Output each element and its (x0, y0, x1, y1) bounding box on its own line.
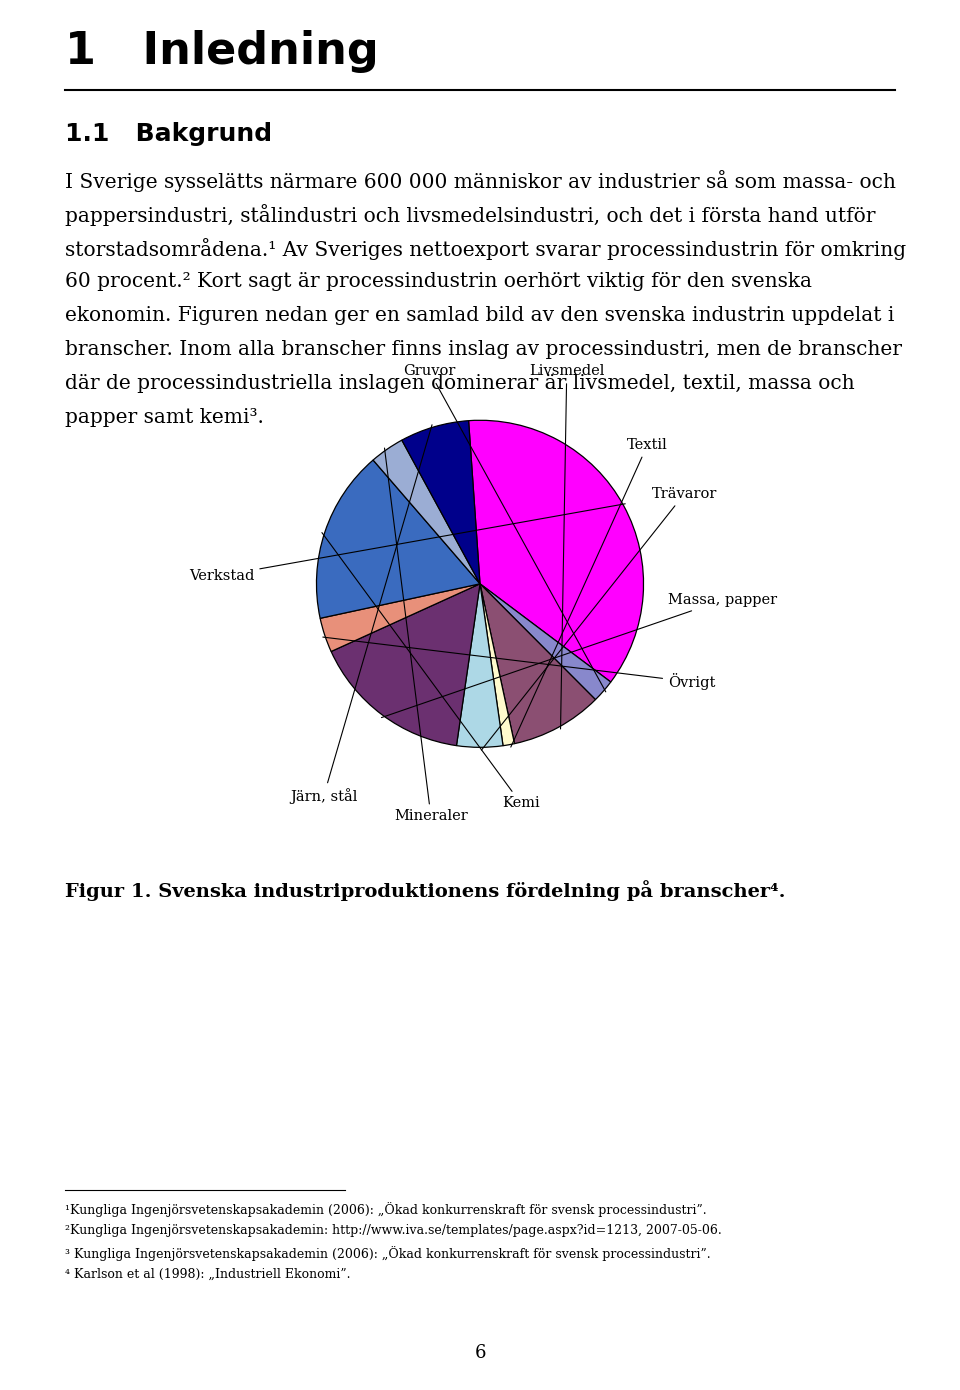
Wedge shape (480, 584, 611, 699)
Wedge shape (317, 460, 480, 619)
Text: ²Kungliga Ingenjörsvetenskapsakademin: http://www.iva.se/templates/page.aspx?id=: ²Kungliga Ingenjörsvetenskapsakademin: h… (65, 1225, 722, 1237)
Text: 1   Inledning: 1 Inledning (65, 31, 379, 74)
Text: Figur 1. Svenska industriproduktionens fördelning på branscher⁴.: Figur 1. Svenska industriproduktionens f… (65, 880, 785, 901)
Text: Övrigt: Övrigt (323, 637, 715, 691)
Text: Trävaror: Trävaror (482, 486, 717, 751)
Text: 6: 6 (474, 1344, 486, 1362)
Text: där de processindustriella inslagen dominerar är livsmedel, textil, massa och: där de processindustriella inslagen domi… (65, 374, 854, 393)
Text: Massa, papper: Massa, papper (381, 594, 778, 717)
Wedge shape (456, 584, 503, 748)
Text: papper samt kemi³.: papper samt kemi³. (65, 409, 264, 427)
Text: Gruvor: Gruvor (403, 364, 606, 692)
Text: storstadsområdena.¹ Av Sveriges nettoexport svarar processindustrin för omkring: storstadsområdena.¹ Av Sveriges nettoexp… (65, 238, 906, 260)
Wedge shape (320, 584, 480, 652)
Text: 1.1   Bakgrund: 1.1 Bakgrund (65, 122, 272, 146)
Text: Mineraler: Mineraler (385, 448, 468, 823)
Wedge shape (331, 584, 480, 745)
Text: Järn, stål: Järn, stål (290, 425, 432, 803)
Wedge shape (480, 584, 595, 744)
Text: I Sverige sysselätts närmare 600 000 människor av industrier så som massa- och: I Sverige sysselätts närmare 600 000 män… (65, 170, 896, 192)
Text: branscher. Inom alla branscher finns inslag av processindustri, men de branscher: branscher. Inom alla branscher finns ins… (65, 341, 902, 359)
Text: pappersindustri, stålindustri och livsmedelsindustri, och det i första hand utfö: pappersindustri, stålindustri och livsme… (65, 204, 876, 227)
Text: Livsmedel: Livsmedel (529, 364, 605, 728)
Text: ¹Kungliga Ingenjörsvetenskapsakademin (2006): „Ökad konkurrenskraft för svensk p: ¹Kungliga Ingenjörsvetenskapsakademin (2… (65, 1202, 707, 1218)
Text: Kemi: Kemi (322, 532, 540, 810)
Wedge shape (402, 421, 480, 584)
Wedge shape (480, 584, 515, 745)
Wedge shape (373, 441, 480, 584)
Text: Verkstad: Verkstad (189, 503, 625, 582)
Text: Textil: Textil (511, 438, 668, 746)
Wedge shape (468, 420, 643, 682)
Text: 60 procent.² Kort sagt är processindustrin oerhört viktig för den svenska: 60 procent.² Kort sagt är processindustr… (65, 272, 812, 291)
Text: ⁴ Karlson et al (1998): „Industriell Ekonomi”.: ⁴ Karlson et al (1998): „Industriell Eko… (65, 1268, 350, 1282)
Text: ³ Kungliga Ingenjörsvetenskapsakademin (2006): „Ökad konkurrenskraft för svensk : ³ Kungliga Ingenjörsvetenskapsakademin (… (65, 1245, 710, 1261)
Text: ekonomin. Figuren nedan ger en samlad bild av den svenska industrin uppdelat i: ekonomin. Figuren nedan ger en samlad bi… (65, 306, 895, 325)
